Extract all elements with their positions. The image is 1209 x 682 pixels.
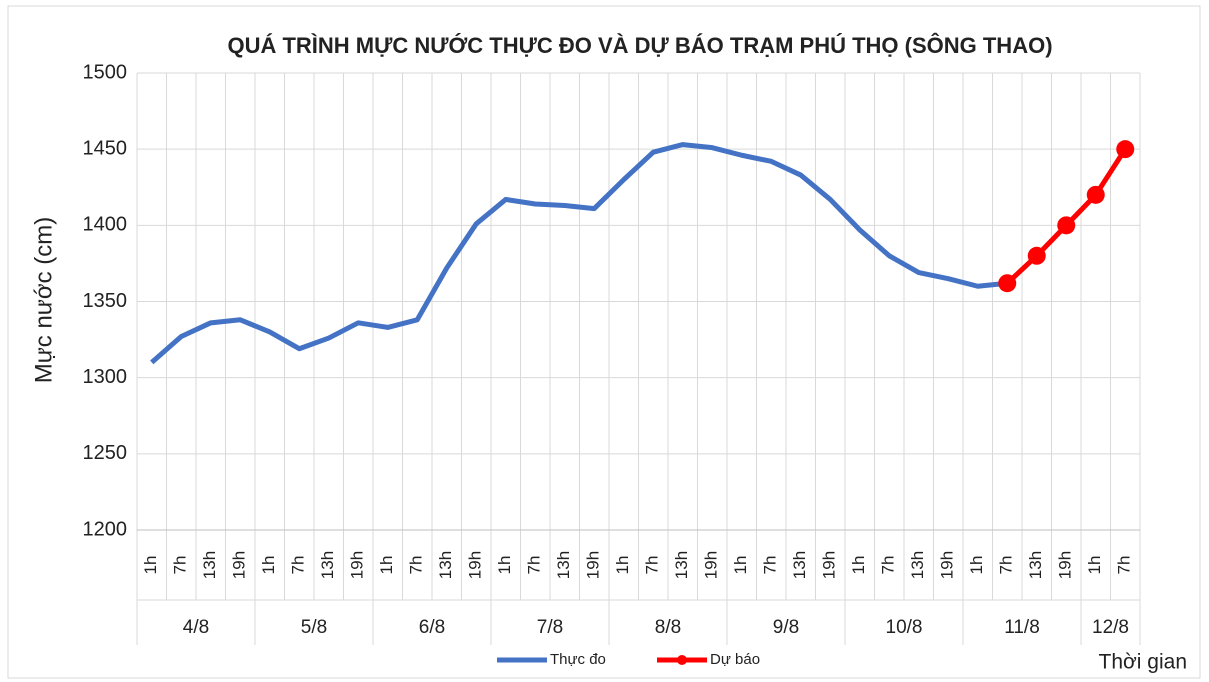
x-tick-label: 19h: [820, 551, 839, 579]
legend-marker: [677, 655, 687, 665]
y-tick-label: 1450: [83, 137, 128, 159]
x-tick-label: 19h: [348, 551, 367, 579]
x-tick-label: 13h: [554, 551, 573, 579]
x-tick-label: 13h: [200, 551, 219, 579]
x-axis-label: Thời gian: [1099, 651, 1187, 674]
y-axis-label: Mực nước (cm): [30, 217, 57, 384]
y-tick-label: 1500: [83, 61, 128, 83]
x-tick-label: 19h: [702, 551, 721, 579]
x-tick-label: 7h: [525, 556, 544, 575]
x-tick-label: 13h: [672, 551, 691, 579]
group-label: 8/8: [655, 617, 681, 638]
x-tick-label: 7h: [643, 556, 662, 575]
x-tick-label: 13h: [790, 551, 809, 579]
chart-title: QUÁ TRÌNH MỰC NƯỚC THỰC ĐO VÀ DỰ BÁO TRẠ…: [227, 33, 1052, 58]
x-tick-label: 19h: [584, 551, 603, 579]
x-tick-label: 13h: [318, 551, 337, 579]
x-tick-label: 1h: [259, 556, 278, 575]
group-label: 4/8: [183, 617, 209, 638]
x-tick-label: 19h: [466, 551, 485, 579]
x-tick-label: 13h: [1026, 551, 1045, 579]
legend-label: Thực đo: [550, 651, 606, 668]
chart-frame: [7, 5, 1201, 679]
point-marker: [1057, 216, 1076, 235]
x-tick-label: 1h: [849, 556, 868, 575]
x-tick-label: 7h: [997, 556, 1016, 575]
point-marker: [998, 274, 1017, 293]
point-marker: [1116, 140, 1135, 159]
x-tick-label: 7h: [289, 556, 308, 575]
group-label: 11/8: [1004, 617, 1040, 638]
y-tick-label: 1400: [83, 214, 128, 236]
x-tick-label: 7h: [879, 556, 898, 575]
y-tick-label: 1200: [83, 518, 128, 540]
x-tick-label: 13h: [908, 551, 927, 579]
series-line: [150, 142, 1008, 365]
group-label: 7/8: [537, 617, 563, 638]
legend-label: Dự báo: [710, 651, 760, 668]
y-tick-label: 1250: [83, 442, 128, 464]
x-tick-label: 1h: [495, 556, 514, 575]
x-tick-label: 1h: [377, 556, 396, 575]
group-label: 10/8: [886, 617, 923, 638]
point-marker: [1086, 185, 1105, 204]
x-tick-label: 19h: [230, 551, 249, 579]
x-tick-label: 7h: [761, 556, 780, 575]
point-marker: [1027, 246, 1046, 265]
x-tick-label: 19h: [1056, 551, 1075, 579]
y-tick-label: 1300: [83, 366, 128, 388]
y-tick-label: 1350: [83, 290, 128, 312]
x-tick-label: 1h: [1085, 556, 1104, 575]
x-tick-label: 1h: [731, 556, 750, 575]
group-label: 5/8: [301, 617, 327, 638]
group-label: 6/8: [419, 617, 445, 638]
x-tick-label: 19h: [938, 551, 957, 579]
group-label: 9/8: [773, 617, 799, 638]
x-tick-label: 7h: [171, 556, 190, 575]
x-tick-label: 7h: [1115, 556, 1134, 575]
group-label: 12/8: [1092, 617, 1129, 638]
x-tick-label: 13h: [436, 551, 455, 579]
x-tick-label: 1h: [613, 556, 632, 575]
x-tick-label: 1h: [967, 556, 986, 575]
x-tick-label: 1h: [141, 556, 160, 575]
x-tick-label: 7h: [407, 556, 426, 575]
